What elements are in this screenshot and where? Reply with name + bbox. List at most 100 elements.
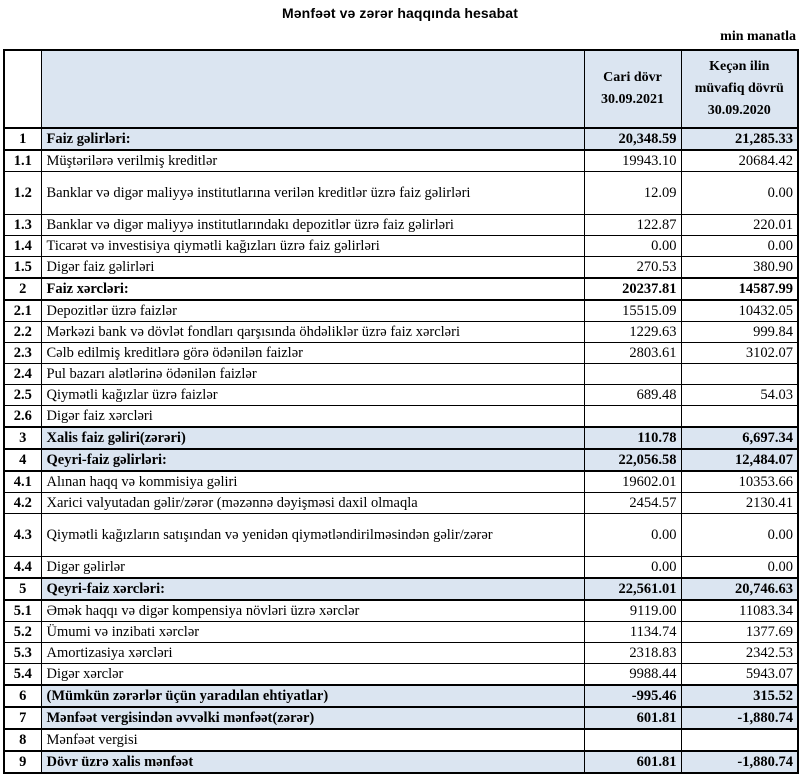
- value-current-cell: 2318.83: [583, 642, 682, 664]
- value-current-cell: 19602.01: [583, 470, 682, 493]
- page-title: Mənfəət və zərər haqqında hesabat: [282, 5, 518, 21]
- value-current-cell: -995.46: [583, 684, 682, 708]
- table-row: 6 (Mümkün zərərlər üçün yaradılan ehtiyat…: [3, 684, 799, 708]
- table-row: 7 Mənfəət vergisindən əvvəlki mənfəət(zər…: [3, 706, 799, 730]
- row-label-cell: Dövr üzrə xalis mənfəət: [40, 750, 585, 774]
- header-description-cell: [40, 49, 585, 129]
- value-current-cell: 9988.44: [583, 663, 682, 686]
- value-current-cell: 1229.63: [583, 321, 682, 343]
- row-number-cell: 5.4: [3, 663, 42, 686]
- row-label-cell: Depozitlər üzrə faizlər: [40, 299, 585, 322]
- row-number-cell: 4: [3, 448, 42, 472]
- row-number-cell: 1.5: [3, 256, 42, 279]
- value-previous-cell: 380.90: [680, 256, 799, 279]
- row-number-cell: 9: [3, 750, 42, 774]
- value-current-cell: 601.81: [583, 706, 682, 730]
- value-previous-cell: -1,880.74: [680, 706, 799, 730]
- value-previous-cell: 20684.42: [680, 149, 799, 172]
- value-previous-cell: 6,697.34: [680, 426, 799, 450]
- header-current-period: Cari dövr 30.09.2021: [583, 49, 682, 129]
- table-row: 1.1 Müştərilərə verilmiş kreditlər 19943.1…: [3, 149, 799, 172]
- row-label-cell: Ümumi və inzibati xərclər: [40, 621, 585, 643]
- value-previous-cell: 315.52: [680, 684, 799, 708]
- value-previous-cell: 0.00: [680, 513, 799, 557]
- row-number-cell: 1: [3, 127, 42, 151]
- table-row: 4 Qeyri-faiz gəlirləri: 22,056.58 12,484.07: [3, 448, 799, 472]
- row-number-cell: 1.1: [3, 149, 42, 172]
- table-row: 4.4 Digər gəlirlər 0.00 0.00: [3, 556, 799, 579]
- value-current-cell: 689.48: [583, 384, 682, 406]
- row-number-cell: 2.3: [3, 342, 42, 364]
- table-row: 2.3 Cəlb edilmiş kreditlərə görə ödənilən…: [3, 342, 799, 364]
- value-previous-cell: 10432.05: [680, 299, 799, 322]
- row-number-cell: 4.4: [3, 556, 42, 579]
- table-row: 2 Faiz xərcləri: 20237.81 14587.99: [3, 277, 799, 301]
- row-label-cell: Qeyri-faiz gəlirləri:: [40, 448, 585, 472]
- table-row: 8 Mənfəət vergisi: [3, 728, 799, 752]
- row-number-cell: 2: [3, 277, 42, 301]
- row-label-cell: Xalis faiz gəliri(zərəri): [40, 426, 585, 450]
- row-number-cell: 2.4: [3, 363, 42, 385]
- value-current-cell: 15515.09: [583, 299, 682, 322]
- row-number-cell: 6: [3, 684, 42, 708]
- row-number-cell: 7: [3, 706, 42, 730]
- value-current-cell: [583, 405, 682, 428]
- value-previous-cell: 2130.41: [680, 492, 799, 514]
- value-previous-cell: 0.00: [680, 235, 799, 257]
- row-number-cell: 3: [3, 426, 42, 450]
- value-current-cell: 22,056.58: [583, 448, 682, 472]
- row-number-cell: 2.6: [3, 405, 42, 428]
- value-previous-cell: 14587.99: [680, 277, 799, 301]
- row-label-cell: Ticarət və investisiya qiymətli kağızlar…: [40, 235, 585, 257]
- header-previous-line1: Keçən ilin: [709, 59, 770, 74]
- row-label-cell: Digər xərclər: [40, 663, 585, 686]
- row-label-cell: Amortizasiya xərcləri: [40, 642, 585, 664]
- row-label-cell: Digər faiz xərcləri: [40, 405, 585, 428]
- header-number-cell: [3, 49, 42, 129]
- value-previous-cell: 220.01: [680, 214, 799, 236]
- row-label-cell: Mərkəzi bank və dövlət fondları qarşısın…: [40, 321, 585, 343]
- row-number-cell: 5.3: [3, 642, 42, 664]
- value-previous-cell: 999.84: [680, 321, 799, 343]
- value-current-cell: 1134.74: [583, 621, 682, 643]
- header-current-line2: 30.09.2021: [601, 92, 664, 107]
- value-current-cell: 601.81: [583, 750, 682, 774]
- value-previous-cell: 0.00: [680, 171, 799, 215]
- value-current-cell: 12.09: [583, 171, 682, 215]
- value-current-cell: 20,348.59: [583, 127, 682, 151]
- row-number-cell: 4.3: [3, 513, 42, 557]
- row-label-cell: Müştərilərə verilmiş kreditlər: [40, 149, 585, 172]
- value-current-cell: 0.00: [583, 513, 682, 557]
- value-current-cell: 9119.00: [583, 599, 682, 622]
- row-label-cell: Digər faiz gəlirləri: [40, 256, 585, 279]
- row-number-cell: 4.1: [3, 470, 42, 493]
- row-number-cell: 2.1: [3, 299, 42, 322]
- value-previous-cell: 21,285.33: [680, 127, 799, 151]
- header-row: Cari dövr 30.09.2021 Keçən ilin müvafiq …: [3, 49, 799, 129]
- table-row: 3 Xalis faiz gəliri(zərəri) 110.78 6,697.34: [3, 426, 799, 450]
- row-number-cell: 4.2: [3, 492, 42, 514]
- row-number-cell: 5.2: [3, 621, 42, 643]
- row-label-cell: Qeyri-faiz xərcləri:: [40, 577, 585, 601]
- row-number-cell: 8: [3, 728, 42, 752]
- value-current-cell: 2803.61: [583, 342, 682, 364]
- value-current-cell: 110.78: [583, 426, 682, 450]
- table-row: 5 Qeyri-faiz xərcləri: 22,561.01 20,746.63: [3, 577, 799, 601]
- table-row: 5.1 Əmək haqqı və digər kompensiya növlər…: [3, 599, 799, 622]
- value-current-cell: [583, 728, 682, 752]
- value-current-cell: 19943.10: [583, 149, 682, 172]
- header-current-line1: Cari dövr: [603, 70, 662, 85]
- table-row: 5.2 Ümumi və inzibati xərclər 1134.74 1377.…: [3, 621, 799, 643]
- row-label-cell: Cəlb edilmiş kreditlərə görə ödənilən fa…: [40, 342, 585, 364]
- value-previous-cell: [680, 405, 799, 428]
- value-previous-cell: 10353.66: [680, 470, 799, 493]
- row-label-cell: (Mümkün zərərlər üçün yaradılan ehtiyatl…: [40, 684, 585, 708]
- value-previous-cell: [680, 363, 799, 385]
- table-row: 1.2 Banklar və digər maliyyə institutları…: [3, 171, 799, 215]
- value-previous-cell: 54.03: [680, 384, 799, 406]
- value-current-cell: 20237.81: [583, 277, 682, 301]
- value-current-cell: [583, 363, 682, 385]
- value-current-cell: 270.53: [583, 256, 682, 279]
- table-row: 4.1 Alınan haqq və kommisiya gəliri 19602.…: [3, 470, 799, 493]
